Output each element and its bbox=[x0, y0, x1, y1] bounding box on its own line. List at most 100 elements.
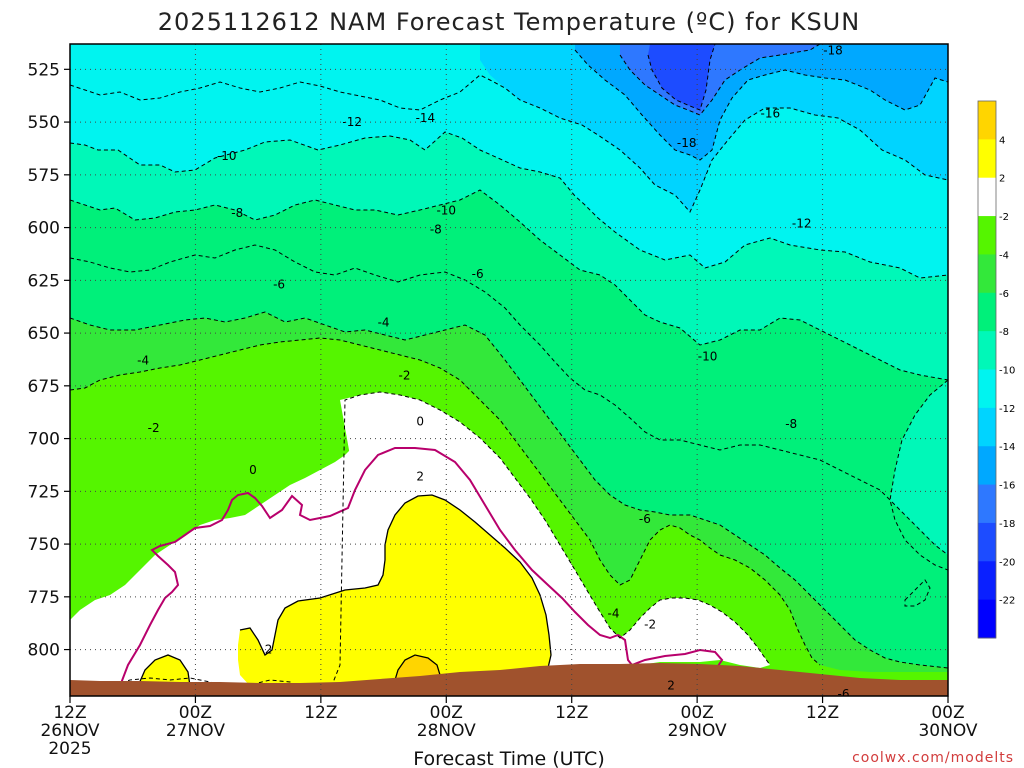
plot-frame bbox=[69, 43, 949, 697]
contour-label-text: 0 bbox=[416, 415, 424, 429]
contour-minus8 bbox=[70, 244, 948, 556]
contour-label: 0 bbox=[249, 463, 257, 477]
x-tick-label-top: 00Z bbox=[681, 703, 714, 723]
terrain bbox=[70, 663, 948, 696]
contour-label: -6 bbox=[639, 512, 651, 526]
contour-label-text: -8 bbox=[231, 206, 243, 220]
contour-minus14 bbox=[70, 74, 948, 213]
contour-label-text: -8 bbox=[430, 223, 442, 237]
contour-minus16 bbox=[574, 49, 948, 161]
y-tick-label: 550 bbox=[28, 113, 60, 133]
contour-minus4 bbox=[70, 337, 821, 666]
contour-label-text: -18 bbox=[823, 43, 843, 57]
contour-label-text: -12 bbox=[792, 216, 812, 230]
freezing-contour bbox=[119, 447, 724, 687]
contour-plus2-left bbox=[137, 654, 191, 687]
credit-text: coolwx.com/modelts bbox=[852, 750, 1014, 766]
contour-label: -12 bbox=[792, 216, 812, 230]
contour-label: 2 bbox=[667, 678, 675, 692]
contour-label: -10 bbox=[436, 204, 456, 218]
colorbar-swatch bbox=[978, 484, 996, 524]
y-tick-label: 600 bbox=[28, 219, 60, 239]
colorbar: 4 2 -2 -4 -6 -8 -10 -12 -14 -16 -18 -20 -22 bbox=[977, 100, 1015, 639]
contour-label-text: 2 bbox=[265, 643, 273, 657]
plot-area: -18 -14 -12 -16 -18 -10 -8 -10 -12 -8 -6 -6 -4 -10 -4 -… bbox=[70, 43, 948, 696]
y-tick-label: 525 bbox=[28, 60, 60, 80]
colorbar-swatch bbox=[978, 599, 996, 639]
contour-minus10 bbox=[70, 189, 948, 381]
y-tick-label: 775 bbox=[28, 588, 60, 608]
colorbar-swatch bbox=[978, 177, 996, 217]
x-tick-label-mid: 27NOV bbox=[166, 721, 225, 741]
contour-label: -16 bbox=[761, 107, 781, 121]
contour-label: -2 bbox=[148, 421, 160, 435]
colorbar-label: -8 bbox=[999, 327, 1009, 338]
contour-label: 0 bbox=[416, 415, 424, 429]
contour-label: 2 bbox=[265, 643, 273, 657]
colorbar-swatch bbox=[978, 369, 996, 409]
colorbar-label: -20 bbox=[999, 557, 1015, 568]
x-tick-label-top: 00Z bbox=[430, 703, 463, 723]
y-tick-label: 650 bbox=[28, 324, 60, 344]
contour-label: -8 bbox=[231, 206, 243, 220]
colorbar-swatch bbox=[978, 292, 996, 332]
x-axis-label: Forecast Time (UTC) bbox=[413, 748, 604, 768]
x-tick-label-mid: 29NOV bbox=[668, 721, 727, 741]
contour-label-text: -18 bbox=[677, 136, 697, 150]
colorbar-swatch bbox=[978, 254, 996, 294]
contour-label: -4 bbox=[608, 607, 620, 621]
contour-label: -12 bbox=[342, 115, 362, 129]
y-tick-label: 575 bbox=[28, 166, 60, 186]
contour-label-text: -8 bbox=[785, 417, 797, 431]
contour-label-text: -16 bbox=[761, 107, 781, 121]
contour-label-text: -6 bbox=[639, 512, 651, 526]
chart-title: 2025112612 NAM Forecast Temperature (ºC)… bbox=[158, 8, 860, 36]
contour-label-text: -2 bbox=[148, 421, 160, 435]
contour-label-text: -4 bbox=[137, 354, 149, 368]
negative-contours bbox=[70, 44, 948, 696]
contour-label-text: -10 bbox=[217, 149, 237, 163]
contour-label: -6 bbox=[837, 687, 849, 696]
y-tick-label: 700 bbox=[28, 430, 60, 450]
colorbar-swatch bbox=[978, 331, 996, 370]
contour-label-text: 0 bbox=[249, 463, 257, 477]
colorbar-label: -14 bbox=[999, 442, 1015, 453]
colorbar-label: -18 bbox=[999, 519, 1015, 530]
y-tick-label: 725 bbox=[28, 482, 60, 502]
contour-plus2 bbox=[239, 494, 552, 669]
colorbar-swatch bbox=[978, 561, 996, 601]
colorbar-swatch bbox=[978, 216, 996, 255]
contour-label-text: -12 bbox=[342, 115, 362, 129]
contour-label: -10 bbox=[698, 349, 718, 363]
contour-labels: -18 -14 -12 -16 -18 -10 -8 -10 -12 -8 -6 -6 -4 -10 -4 -… bbox=[137, 43, 849, 696]
contour-plus4 bbox=[394, 654, 441, 682]
colorbar-label: -16 bbox=[999, 481, 1015, 492]
colorbar-frame bbox=[977, 100, 997, 639]
band-plus2-yellow bbox=[238, 495, 551, 686]
colorbar-swatch bbox=[978, 522, 996, 562]
y-axis: 525 550 575 600 625 650 675 700 725 750 775 800 bbox=[28, 60, 70, 661]
contour-label: -6 bbox=[472, 267, 484, 281]
contour-label-text: -10 bbox=[436, 204, 456, 218]
contour-label-text: 2 bbox=[416, 470, 424, 484]
x-tick-label-top: 12Z bbox=[53, 703, 86, 723]
contour-label-text: -4 bbox=[378, 316, 390, 330]
contour-label: -10 bbox=[217, 149, 237, 163]
colorbar-label: -4 bbox=[999, 250, 1009, 261]
colorbar-label: -12 bbox=[999, 404, 1015, 415]
contour-label-text: -6 bbox=[472, 267, 484, 281]
band-minus22 bbox=[648, 44, 715, 110]
contour-label: -4 bbox=[378, 316, 390, 330]
contour-label: -18 bbox=[677, 136, 697, 150]
contour-label: 2 bbox=[416, 470, 424, 484]
contour-label: -2 bbox=[398, 368, 410, 382]
contour-label-text: -14 bbox=[416, 111, 436, 125]
contour-label-text: -2 bbox=[398, 368, 410, 382]
colorbar-label: -22 bbox=[999, 596, 1015, 607]
contour-label: -4 bbox=[137, 354, 149, 368]
x-tick-label-top: 00Z bbox=[931, 703, 964, 723]
colorbar-label: -6 bbox=[999, 289, 1009, 300]
x-tick-label-top: 12Z bbox=[806, 703, 839, 723]
contour-label-text: -6 bbox=[273, 278, 285, 292]
